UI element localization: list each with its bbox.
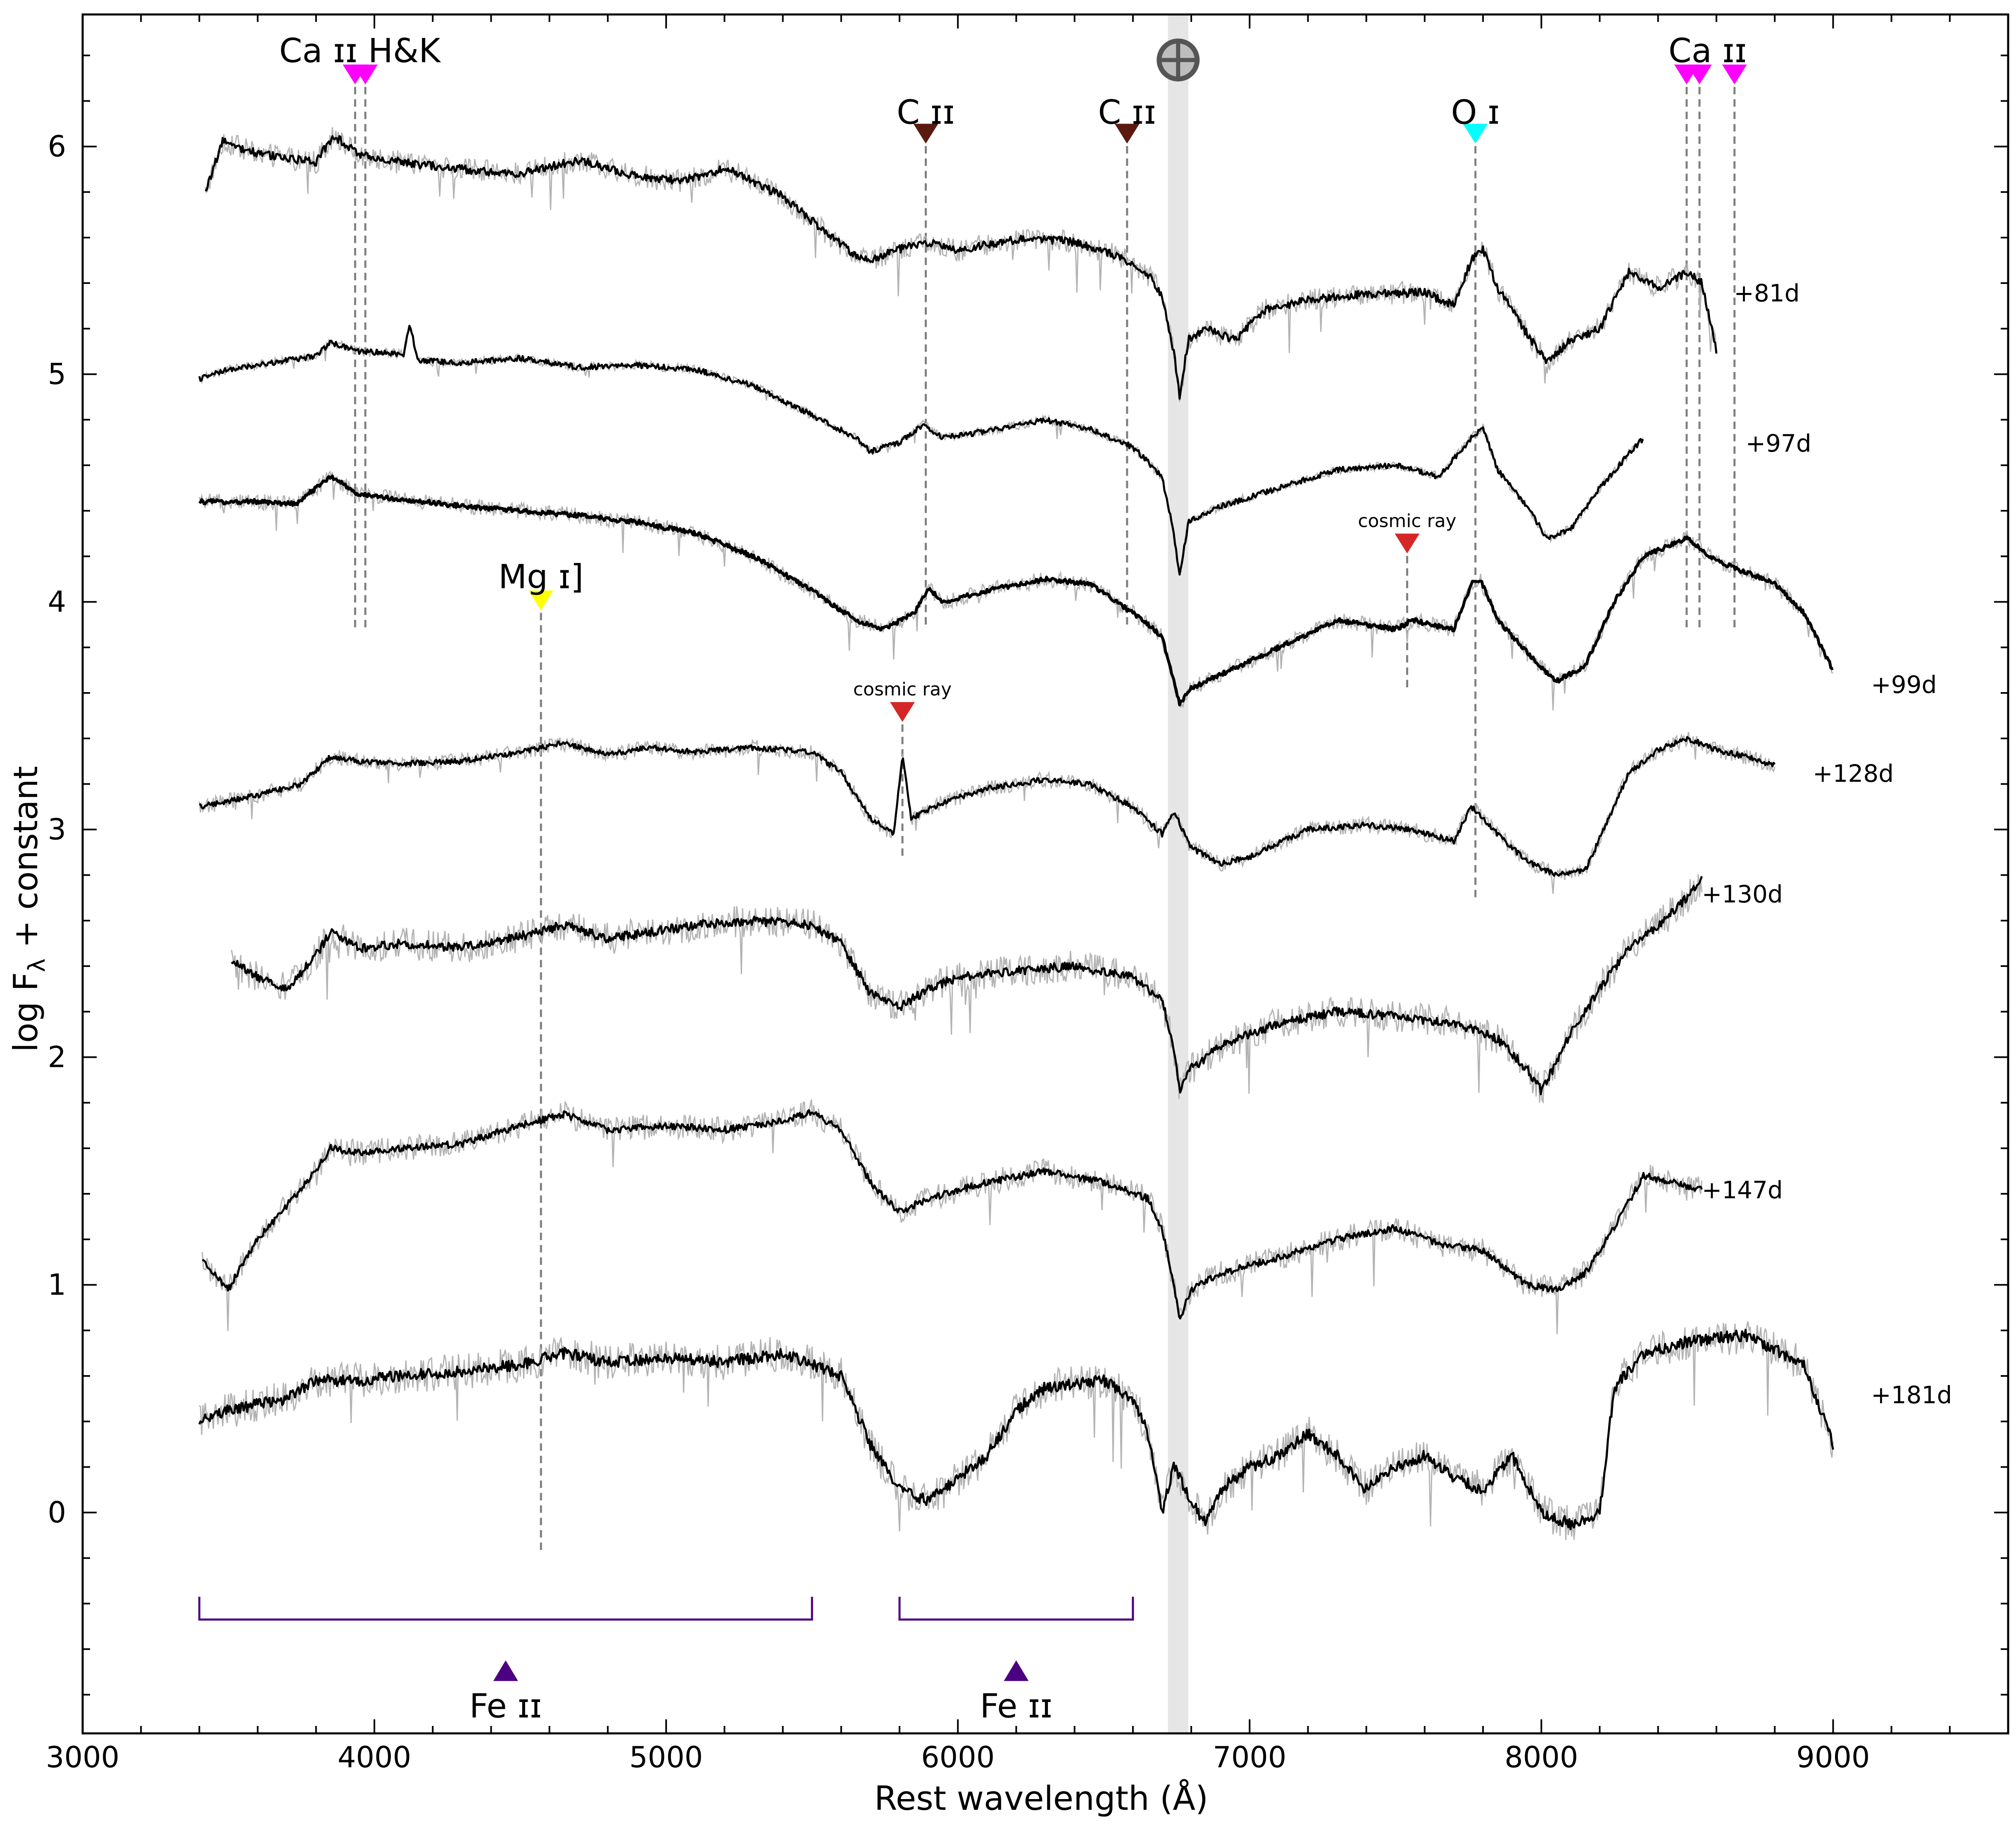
line-marker-triangle	[1687, 64, 1712, 85]
epoch-label: +128d	[1813, 759, 1894, 788]
axes-layer: 3000 4000 5000 6000 7000 8000 9000 0 1 2 3 4 5 6	[46, 13, 2009, 1774]
spectrum-raw	[231, 874, 1703, 1104]
fe-bracket	[898, 1597, 1134, 1621]
plot-frame	[81, 13, 2009, 1735]
x-tick-label: 5000	[629, 1740, 703, 1774]
fe-bracket-layer: Fe ɪɪ Fe ɪɪ	[198, 1597, 1134, 1725]
line-marker-label: Ca ɪɪ	[1668, 32, 1747, 70]
x-tick-label: 6000	[921, 1740, 995, 1774]
spectrum-smoothed	[198, 474, 1834, 707]
line-marker-layer: Ca ɪɪ H&K C ɪɪ C ɪɪ O ɪ Ca ɪɪ Mg ɪ] cosmic ray…	[279, 32, 1747, 722]
x-tick-label: 9000	[1796, 1740, 1870, 1774]
y-tick-label: 2	[48, 1040, 66, 1074]
epoch-label: +81d	[1734, 279, 1799, 307]
y-tick-label: 5	[48, 357, 66, 391]
telluric-band-layer	[1157, 14, 1200, 1733]
spectrum-raw	[199, 1321, 1834, 1540]
telluric-band	[1168, 14, 1188, 1733]
line-marker-triangle	[353, 64, 378, 85]
epoch-label: +99d	[1871, 671, 1937, 699]
y-tick-label: 6	[48, 130, 66, 164]
y-tick-label: 3	[48, 813, 66, 847]
spectrum-group: +147d	[202, 1099, 1783, 1335]
spectrum-smoothed	[198, 1328, 1834, 1530]
spectrum-smoothed	[205, 135, 1718, 400]
spectrum-group: +130d	[231, 874, 1783, 1104]
line-marker-triangle	[913, 124, 938, 144]
x-tick-label: 3000	[46, 1740, 119, 1774]
fe-bracket	[198, 1597, 813, 1621]
y-axis-label: log Fλ + constant	[7, 766, 50, 1052]
line-marker-triangle	[1722, 64, 1747, 85]
spectrum-group: +97d	[198, 324, 1811, 576]
spectrum-group: +181d	[198, 1321, 1952, 1540]
line-marker-triangle	[1463, 124, 1488, 144]
fe-marker-label: Fe ɪɪ	[980, 1687, 1053, 1725]
line-marker-label: O ɪ	[1451, 93, 1500, 131]
spectrum-smoothed	[202, 1109, 1703, 1320]
spectrum-group: +99d	[198, 470, 1937, 711]
spectrum-smoothed	[198, 324, 1644, 576]
line-marker-label: C ɪɪ	[897, 93, 955, 131]
spectrum-smoothed	[231, 876, 1703, 1095]
epoch-label: +130d	[1702, 880, 1783, 908]
y-tick-label: 1	[48, 1268, 66, 1302]
x-tick-label: 4000	[338, 1740, 411, 1774]
x-tick-label: 8000	[1504, 1740, 1578, 1774]
epoch-label: +97d	[1746, 429, 1811, 457]
line-marker-label: Ca ɪɪ H&K	[279, 32, 442, 70]
line-marker-label: Mg ɪ]	[498, 558, 583, 596]
x-axis-label: Rest wavelength (Å)	[874, 1779, 1208, 1818]
y-axis-label-subscript: λ	[24, 959, 50, 972]
cosmic-ray-marker	[890, 702, 915, 722]
cosmic-ray-marker	[1395, 533, 1420, 554]
line-marker-triangle	[528, 590, 554, 611]
line-marker-triangle	[1114, 124, 1140, 144]
x-tick-label: 7000	[1213, 1740, 1286, 1774]
cosmic-ray-label: cosmic ray	[1358, 510, 1456, 531]
fe-marker-triangle	[493, 1660, 518, 1681]
cosmic-ray-label: cosmic ray	[853, 679, 952, 700]
y-axis-label-rest: + constant	[7, 766, 45, 959]
epoch-label: +181d	[1871, 1381, 1952, 1409]
epoch-label: +147d	[1702, 1176, 1783, 1204]
y-tick-label: 4	[48, 585, 66, 619]
line-marker-label: C ɪɪ	[1098, 93, 1156, 131]
fe-marker-label: Fe ɪɪ	[469, 1687, 542, 1725]
y-axis-label-main: log F	[7, 972, 45, 1052]
spectrum-group: +128d	[198, 732, 1894, 894]
y-tick-label: 0	[48, 1496, 66, 1530]
spectrum-group: +81d	[205, 127, 1800, 402]
spectra-layer: +81d +97d +99d +128d +130d +147d +181d	[198, 127, 1952, 1540]
spectrum-smoothed	[199, 736, 1776, 877]
fe-marker-triangle	[1004, 1660, 1029, 1681]
